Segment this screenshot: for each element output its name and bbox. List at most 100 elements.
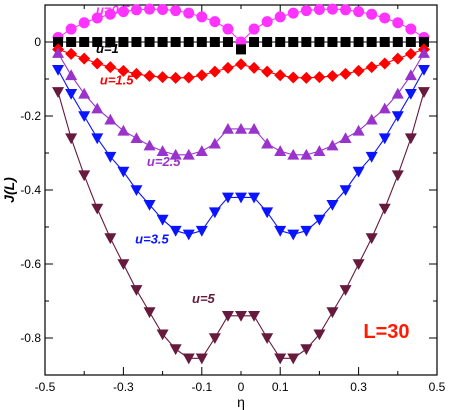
y-tick-label: -0.6	[20, 257, 41, 271]
data-point	[130, 285, 143, 296]
data-point	[326, 3, 338, 15]
data-point	[143, 307, 156, 319]
data-point	[208, 207, 221, 219]
data-point	[352, 64, 365, 77]
data-point	[248, 61, 261, 74]
data-point	[170, 5, 182, 17]
annotation-label: L=30	[363, 321, 409, 343]
data-point	[379, 12, 391, 24]
data-point	[169, 225, 182, 237]
data-point	[196, 11, 208, 23]
data-point	[235, 192, 247, 204]
data-point	[78, 170, 91, 182]
data-point	[288, 37, 299, 47]
data-point	[313, 3, 325, 15]
x-tick-label: -0.5	[35, 380, 56, 394]
data-point	[261, 207, 274, 219]
data-point	[65, 23, 77, 35]
data-point	[392, 37, 403, 47]
data-point	[417, 47, 430, 58]
data-point	[404, 47, 417, 60]
data-point	[208, 65, 221, 78]
data-point	[91, 102, 104, 114]
data-point	[144, 3, 156, 15]
data-point	[91, 57, 104, 70]
data-point	[274, 353, 287, 365]
data-point	[366, 37, 377, 47]
data-point	[287, 7, 299, 19]
data-point	[78, 87, 91, 99]
data-point	[208, 137, 221, 149]
data-point	[314, 37, 325, 47]
x-axis-title: η	[237, 394, 245, 410]
data-point	[195, 145, 208, 156]
data-point	[91, 133, 104, 145]
data-point	[248, 192, 261, 204]
data-point	[117, 6, 129, 18]
data-point	[275, 37, 286, 47]
data-point	[235, 311, 247, 322]
data-point	[326, 70, 339, 83]
series-label: u=5	[192, 291, 216, 306]
data-point	[79, 37, 90, 47]
data-point	[221, 122, 234, 134]
data-point	[91, 203, 104, 215]
data-point	[195, 69, 208, 82]
data-point	[118, 37, 129, 47]
data-point	[130, 132, 143, 143]
data-point	[404, 133, 417, 145]
data-point	[157, 3, 169, 15]
data-point	[417, 87, 430, 98]
data-point	[143, 70, 156, 83]
data-point	[262, 37, 273, 47]
data-point	[169, 71, 182, 84]
data-point	[104, 233, 117, 245]
series-u-0-5	[52, 3, 430, 48]
data-point	[65, 133, 78, 145]
data-point	[274, 225, 287, 237]
data-point	[339, 67, 352, 80]
data-point	[391, 111, 404, 122]
data-point	[274, 69, 287, 82]
data-point	[235, 122, 247, 134]
data-point	[182, 229, 195, 241]
data-point	[378, 203, 391, 215]
series-layer	[52, 3, 430, 365]
data-point	[169, 344, 182, 356]
data-point	[313, 329, 326, 341]
data-point	[52, 87, 65, 98]
data-point	[130, 67, 143, 80]
data-point	[143, 139, 156, 151]
data-point	[183, 7, 195, 19]
data-point	[117, 64, 130, 77]
series-u-3-5	[52, 64, 430, 241]
data-point	[366, 8, 378, 20]
series-u-1	[53, 37, 429, 55]
data-point	[365, 233, 378, 245]
y-tick-label: 0	[34, 35, 41, 49]
data-point	[131, 37, 142, 47]
data-point	[392, 17, 404, 29]
data-point	[378, 57, 391, 70]
data-point	[326, 139, 339, 151]
data-point	[143, 200, 156, 211]
data-point	[78, 52, 91, 65]
data-point	[104, 61, 117, 74]
data-point	[52, 64, 65, 76]
data-point	[182, 71, 195, 84]
data-point	[195, 225, 208, 237]
data-point	[340, 4, 352, 16]
data-point	[182, 148, 195, 160]
data-point	[391, 87, 404, 99]
data-point	[340, 37, 351, 47]
series-label: u=0.5	[96, 2, 130, 17]
data-point	[327, 37, 338, 47]
axes: -0.5 -0.3 -0.1 0.1 0.3 0.5 0 0 -0.2 -0.4 -0.6 -0.8	[20, 5, 446, 394]
data-point	[117, 259, 130, 270]
data-point	[221, 61, 234, 74]
data-point	[196, 37, 207, 47]
data-point	[287, 148, 300, 160]
data-point	[248, 23, 260, 35]
data-point	[156, 329, 169, 341]
